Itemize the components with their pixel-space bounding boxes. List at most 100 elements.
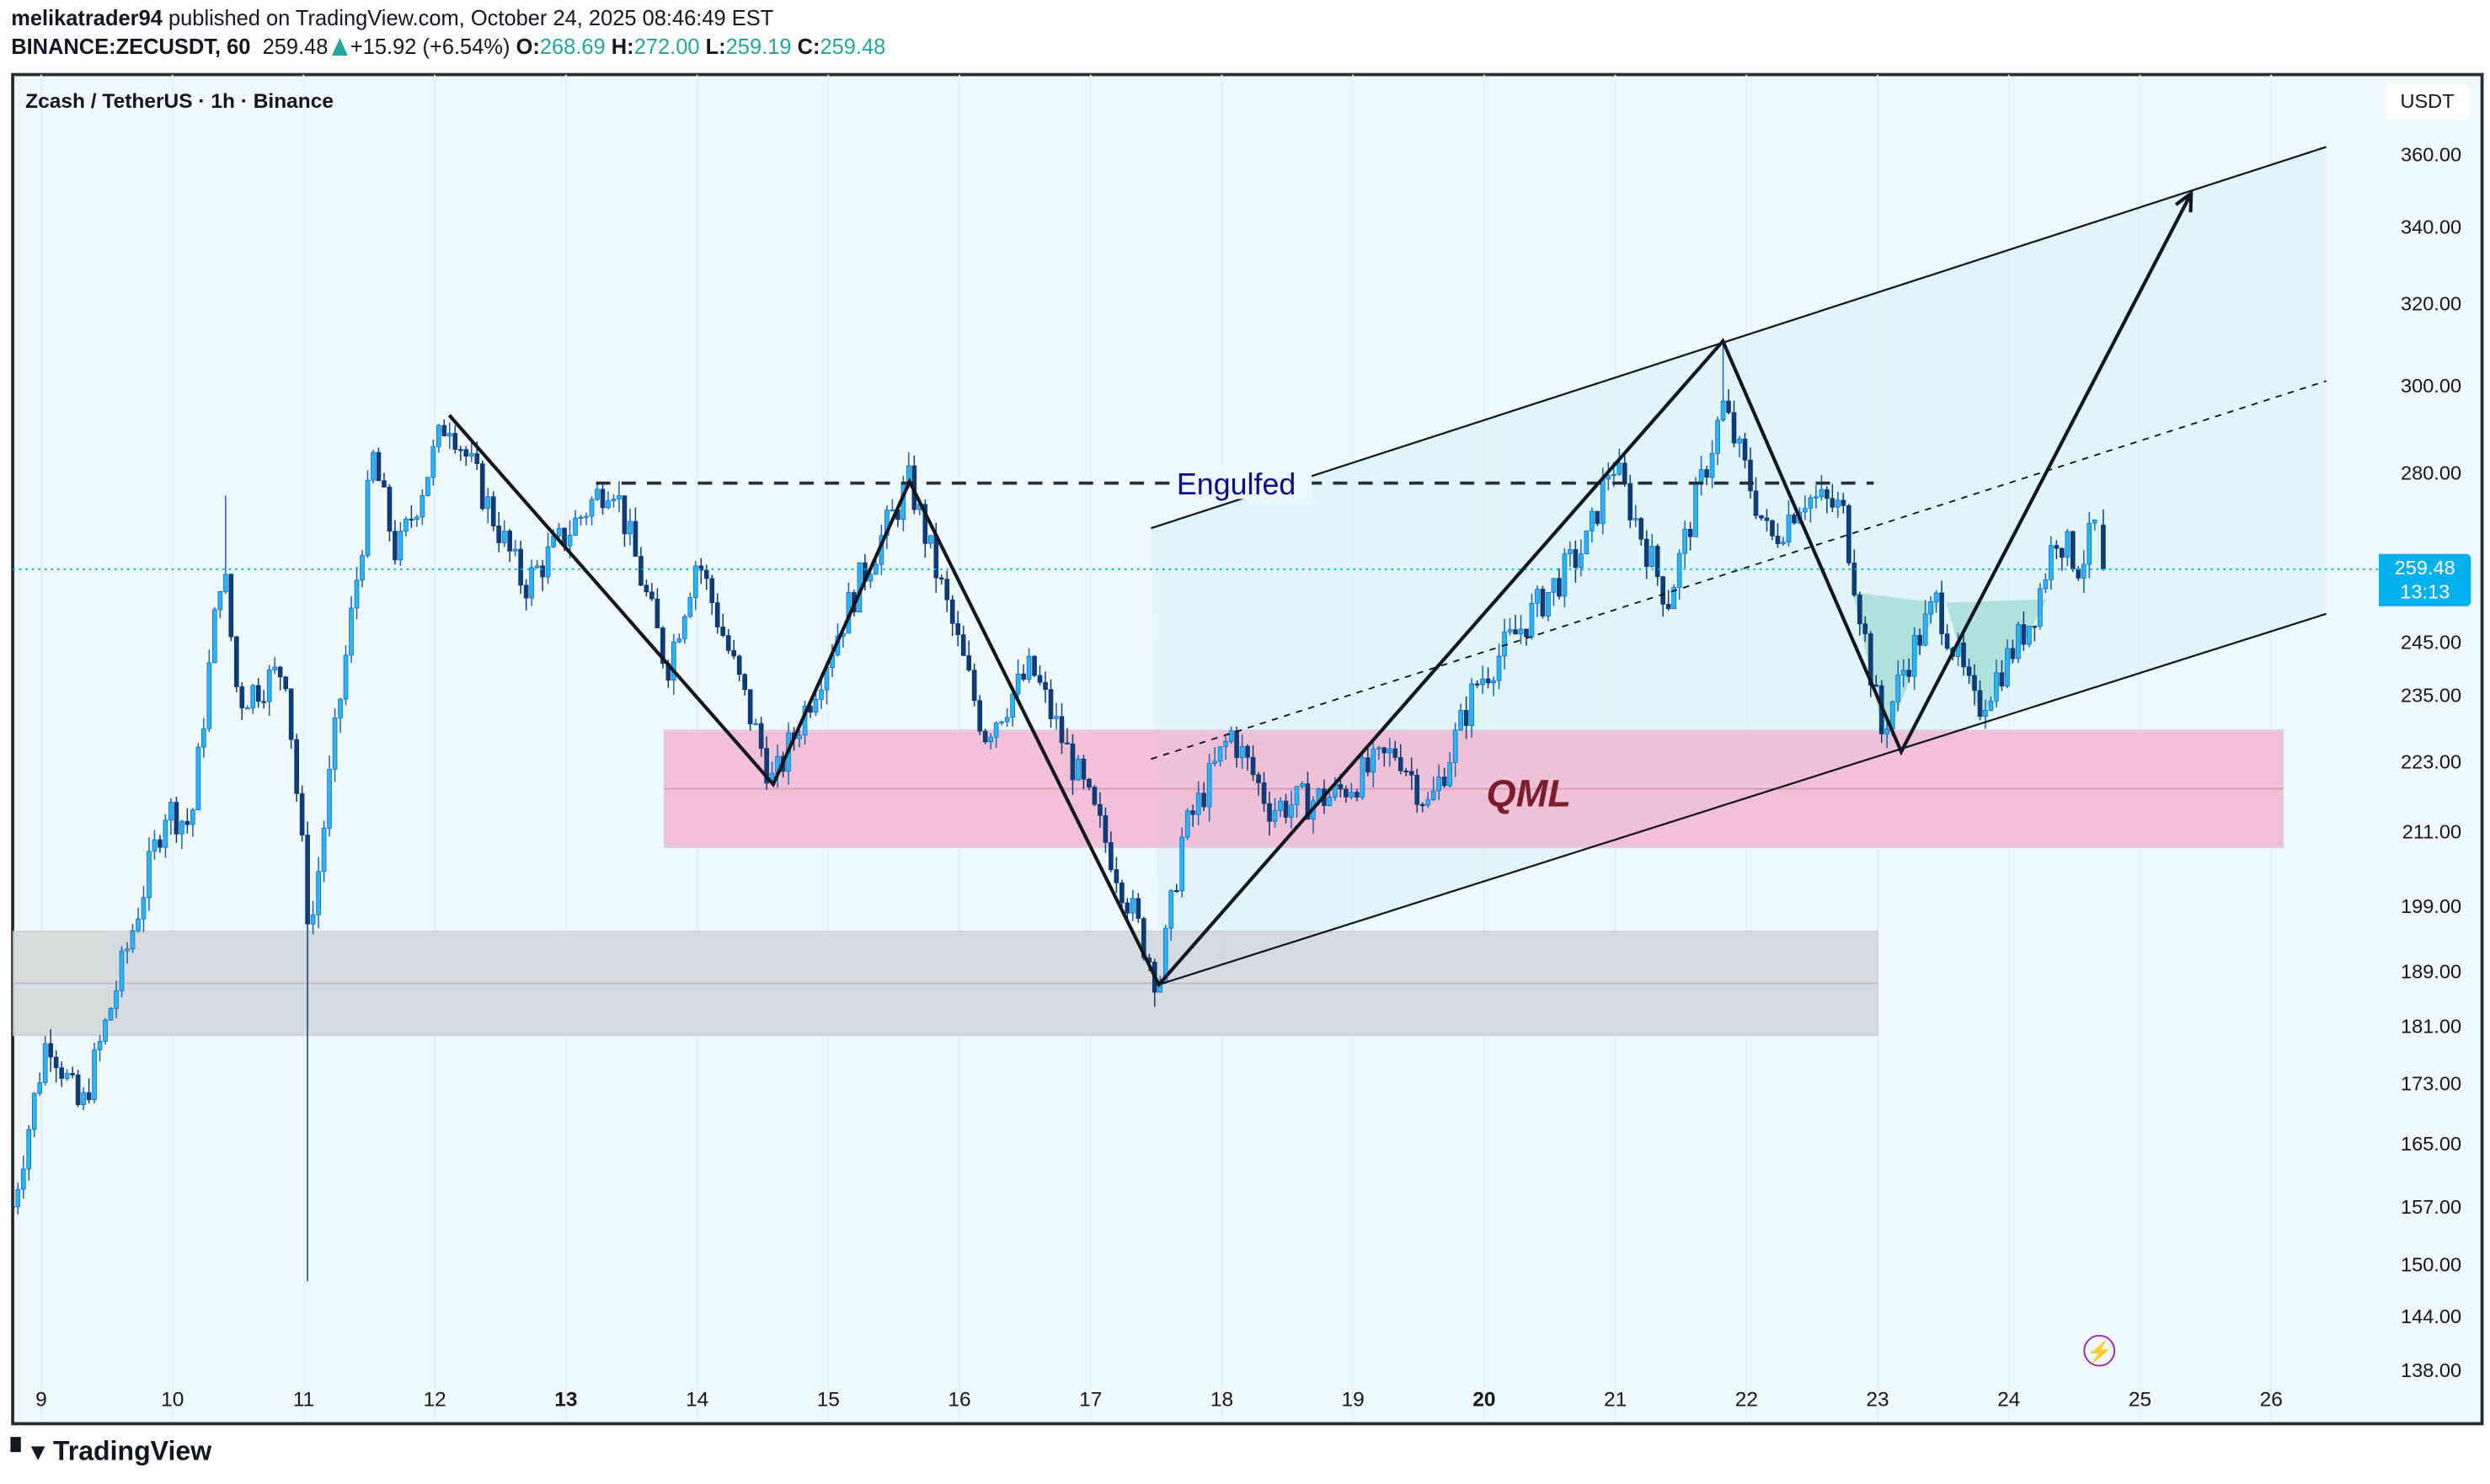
candle-body [1622, 462, 1627, 484]
candle [1895, 659, 1901, 712]
candle-body [1371, 748, 1376, 773]
candle [1693, 477, 1698, 537]
candle [1344, 785, 1349, 803]
candle-body [387, 486, 393, 532]
candle [2081, 550, 2087, 593]
candle-body [1759, 515, 1764, 519]
tradingview-logo[interactable]: ▘▼ TradingView [11, 1436, 211, 1468]
candle-body [1201, 793, 1207, 808]
candle [1206, 753, 1212, 822]
pattern-triangle [1852, 592, 1938, 745]
candle-body [1983, 709, 1988, 717]
candle-body [540, 565, 545, 578]
candle [277, 665, 283, 691]
candle [228, 573, 234, 642]
candle [523, 579, 529, 611]
candle-body [1977, 690, 1983, 717]
candle-body [1430, 790, 1436, 800]
candle-body [725, 635, 731, 651]
candle-body [42, 1043, 48, 1083]
candle-body [523, 585, 529, 599]
candle [890, 499, 895, 512]
candle [1458, 703, 1463, 732]
candle-body [1808, 497, 1814, 509]
author[interactable]: melikatrader94 [11, 6, 163, 30]
candle [376, 447, 382, 482]
price-axis-label: 280.00 [2401, 462, 2461, 484]
candle [1568, 541, 1573, 567]
candle-body [425, 477, 430, 496]
candle-body [2065, 531, 2071, 558]
candle [1217, 745, 1223, 767]
candle [1294, 786, 1300, 818]
candle-body [1452, 729, 1458, 763]
candle-body [1720, 400, 1726, 421]
candle [1983, 699, 1988, 729]
candle-body [703, 569, 709, 579]
candle [1584, 530, 1590, 555]
candle [266, 665, 272, 716]
candle-body [1595, 510, 1600, 525]
candle [1851, 549, 1857, 597]
candle [1808, 494, 1814, 523]
candle [966, 640, 972, 672]
candle [130, 924, 136, 953]
candle [217, 591, 223, 618]
candle-body [628, 520, 633, 535]
candle [1966, 659, 1972, 685]
candle-body [1518, 628, 1524, 635]
candle-body [1584, 530, 1590, 555]
candle-body [1070, 743, 1076, 781]
lightning-icon[interactable]: ⚡ [2083, 1334, 2116, 1367]
price-axis-label: 245.00 [2401, 632, 2461, 654]
currency-button[interactable]: USDT [2385, 83, 2470, 121]
candle [211, 606, 217, 664]
engulfed-label-bg [1172, 464, 1312, 499]
candle-body [244, 707, 250, 710]
candle-body [1491, 680, 1496, 684]
candle [507, 529, 513, 563]
candle-body [92, 1049, 97, 1101]
candle [250, 684, 256, 714]
candle-body [103, 1019, 108, 1042]
branding: TradingView [52, 1436, 212, 1467]
candle [655, 588, 660, 628]
candle [1676, 549, 1682, 601]
candle [1092, 785, 1098, 807]
candle-body [1814, 496, 1819, 499]
candle-body [332, 718, 338, 770]
candle-body [1267, 803, 1272, 822]
candle [1480, 665, 1485, 694]
candle [1043, 671, 1048, 703]
candle [496, 511, 502, 552]
candle [239, 682, 245, 720]
candle [1387, 738, 1392, 767]
candle-body [1059, 716, 1065, 744]
candle-body [452, 433, 458, 450]
candle-body [1994, 672, 1999, 702]
candle-body [1895, 675, 1901, 702]
candle [1682, 520, 1687, 569]
candle [595, 482, 600, 501]
candle-body [37, 1082, 43, 1094]
candle [1846, 504, 1851, 566]
candle-body [163, 819, 168, 848]
candle [1300, 781, 1305, 788]
candle-body [1190, 810, 1196, 815]
candle [1742, 432, 1748, 469]
candle-body [977, 700, 983, 732]
candle [1168, 889, 1174, 942]
candle [321, 820, 327, 883]
candle-body [206, 662, 212, 729]
candle [578, 515, 584, 526]
candle-body [184, 820, 190, 825]
candle [1862, 616, 1868, 642]
candle-body [13, 1205, 15, 1209]
candle-body [1557, 578, 1562, 597]
candle-body [1043, 681, 1048, 691]
candle-body [1212, 761, 1217, 764]
close-label: C: [797, 35, 820, 59]
candle-body [343, 654, 349, 700]
candle-body [1109, 841, 1114, 870]
